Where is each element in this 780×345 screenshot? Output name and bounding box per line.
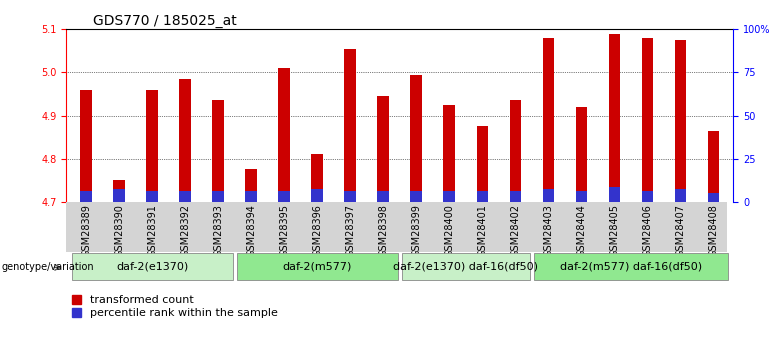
Bar	[444, 191, 455, 202]
Bar	[179, 191, 191, 202]
Text: GSM28398: GSM28398	[378, 204, 388, 257]
FancyBboxPatch shape	[236, 253, 398, 280]
Bar	[278, 191, 290, 202]
Bar	[246, 169, 257, 202]
Bar	[179, 79, 191, 202]
FancyBboxPatch shape	[72, 253, 232, 280]
Bar	[345, 49, 356, 202]
Bar	[642, 38, 653, 202]
Bar	[444, 105, 455, 202]
Bar	[543, 189, 554, 202]
Bar	[80, 90, 92, 202]
Bar	[608, 34, 620, 202]
Bar	[410, 75, 422, 202]
Bar	[576, 107, 587, 202]
Bar	[675, 40, 686, 202]
Bar	[707, 193, 719, 202]
Text: GSM28408: GSM28408	[708, 204, 718, 257]
Bar	[147, 191, 158, 202]
Text: GSM28395: GSM28395	[279, 204, 289, 257]
Text: GSM28396: GSM28396	[312, 204, 322, 257]
Bar	[113, 189, 125, 202]
Text: GSM28389: GSM28389	[81, 204, 91, 257]
Text: daf-2(m577): daf-2(m577)	[282, 262, 352, 272]
Text: GSM28391: GSM28391	[147, 204, 157, 257]
Text: GSM28405: GSM28405	[609, 204, 619, 257]
Text: GSM28400: GSM28400	[445, 204, 454, 257]
Bar	[378, 96, 389, 202]
Text: GSM28403: GSM28403	[544, 204, 553, 257]
Bar	[675, 189, 686, 202]
Legend: transformed count, percentile rank within the sample: transformed count, percentile rank withi…	[72, 295, 278, 318]
Bar	[246, 191, 257, 202]
Bar	[608, 187, 620, 202]
FancyBboxPatch shape	[534, 253, 728, 280]
Bar	[477, 126, 488, 202]
Text: daf-2(e1370) daf-16(df50): daf-2(e1370) daf-16(df50)	[393, 262, 538, 272]
Bar	[642, 191, 653, 202]
Bar	[345, 191, 356, 202]
Text: genotype/variation: genotype/variation	[2, 263, 94, 272]
Text: daf-2(m577) daf-16(df50): daf-2(m577) daf-16(df50)	[560, 262, 702, 272]
Text: GSM28394: GSM28394	[246, 204, 256, 257]
Bar	[576, 191, 587, 202]
Bar	[212, 100, 224, 202]
Bar	[80, 191, 92, 202]
Text: GSM28406: GSM28406	[643, 204, 652, 257]
Bar	[113, 180, 125, 202]
FancyBboxPatch shape	[402, 253, 530, 280]
Text: daf-2(e1370): daf-2(e1370)	[116, 262, 188, 272]
Text: GSM28397: GSM28397	[346, 204, 355, 257]
Bar	[378, 191, 389, 202]
Bar	[311, 189, 323, 202]
Text: GSM28402: GSM28402	[510, 204, 520, 257]
Bar	[311, 155, 323, 202]
Bar	[477, 191, 488, 202]
Text: GSM28390: GSM28390	[114, 204, 124, 257]
Text: GSM28399: GSM28399	[411, 204, 421, 257]
Text: GSM28407: GSM28407	[675, 204, 686, 257]
Bar	[509, 100, 521, 202]
Bar	[212, 191, 224, 202]
Text: GDS770 / 185025_at: GDS770 / 185025_at	[93, 14, 236, 28]
Text: GSM28404: GSM28404	[576, 204, 587, 257]
Bar	[278, 68, 290, 202]
Bar	[410, 191, 422, 202]
Text: GSM28401: GSM28401	[477, 204, 488, 257]
Bar	[509, 191, 521, 202]
Bar	[147, 90, 158, 202]
Bar	[707, 131, 719, 202]
Text: GSM28393: GSM28393	[213, 204, 223, 257]
Text: GSM28392: GSM28392	[180, 204, 190, 257]
Bar	[543, 38, 554, 202]
